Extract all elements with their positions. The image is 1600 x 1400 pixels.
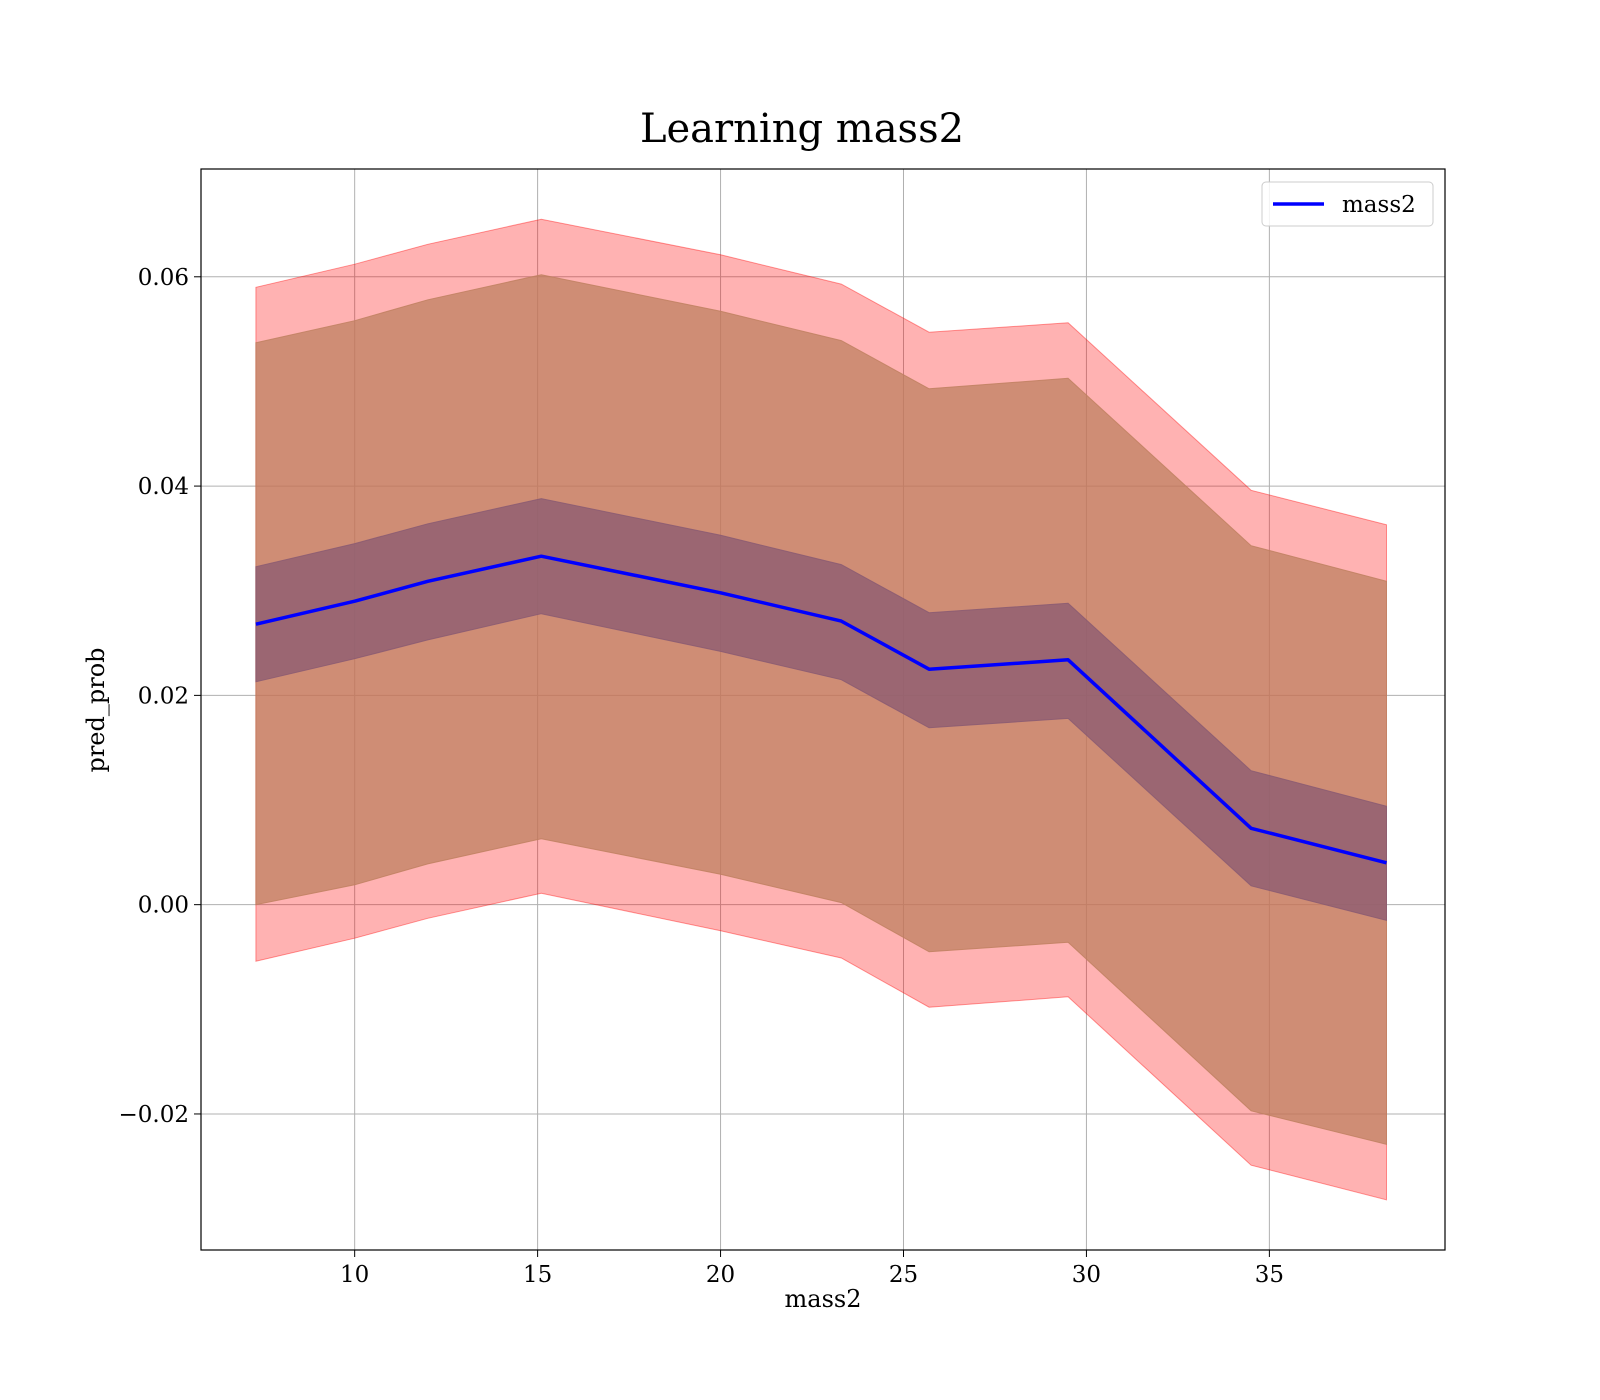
x-axis-ticks: 10 15 20 25 30 35 [340, 1250, 1284, 1288]
y-tick-label: 0.00 [138, 893, 189, 919]
y-tick-label: 0.06 [138, 265, 189, 291]
chart-title: Learning mass2 [640, 106, 964, 152]
y-axis-label: pred_prob [82, 647, 110, 772]
x-axis-label: mass2 [785, 1285, 862, 1313]
x-tick-label: 15 [523, 1262, 552, 1288]
band-middle [255, 274, 1387, 1145]
band-inner [255, 498, 1387, 922]
y-tick-label: 0.04 [138, 474, 189, 500]
confidence-bands [255, 218, 1387, 1201]
series-line-mass2 [255, 554, 1387, 865]
x-tick-label: 35 [1255, 1262, 1284, 1288]
series-lines [255, 554, 1387, 865]
y-tick-label: −0.02 [119, 1102, 189, 1128]
x-tick-label: 30 [1072, 1262, 1101, 1288]
legend-label: mass2 [1342, 192, 1416, 218]
legend-box [1261, 181, 1434, 227]
y-axis-ticks: −0.02 0.00 0.02 0.04 0.06 [119, 265, 201, 1128]
legend: mass2 [1261, 181, 1434, 227]
y-tick-label: 0.02 [138, 683, 189, 709]
x-tick-label: 10 [340, 1262, 369, 1288]
x-tick-label: 25 [889, 1262, 918, 1288]
plot-frame [200, 168, 1446, 1251]
x-tick-label: 20 [706, 1262, 735, 1288]
